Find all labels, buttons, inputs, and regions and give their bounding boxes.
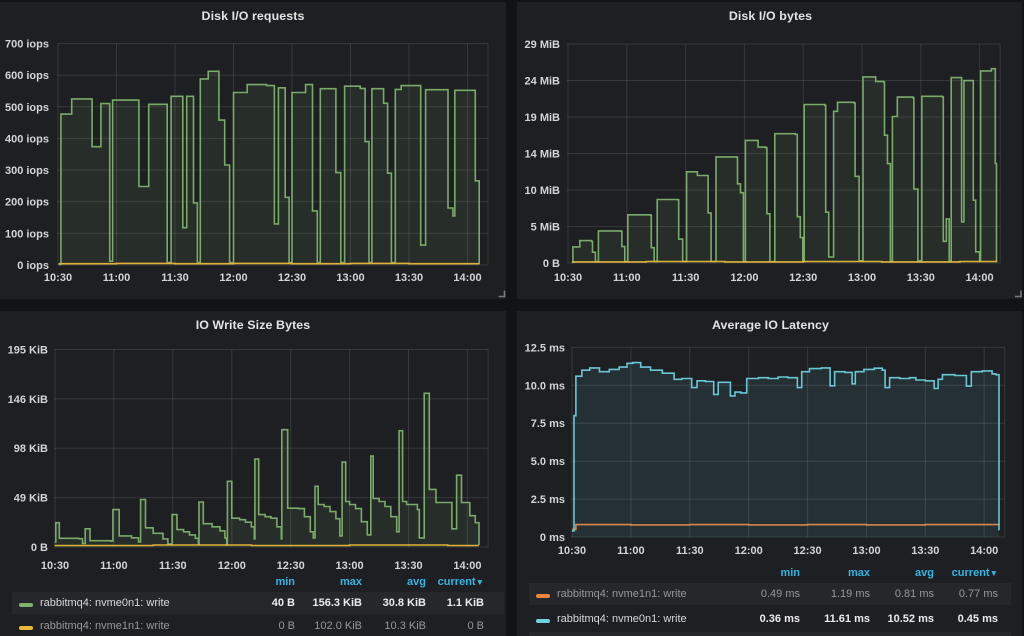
svg-text:14:00: 14:00: [970, 545, 998, 557]
svg-text:11:00: 11:00: [613, 272, 641, 284]
svg-text:0 iops: 0 iops: [17, 260, 49, 272]
svg-text:13:30: 13:30: [395, 272, 423, 284]
svg-text:12.5 ms: 12.5 ms: [525, 342, 565, 354]
svg-text:400 iops: 400 iops: [5, 133, 49, 145]
svg-text:12:00: 12:00: [219, 272, 247, 284]
svg-text:12:30: 12:30: [789, 272, 817, 284]
svg-text:49 KiB: 49 KiB: [14, 493, 48, 505]
svg-text:10:30: 10:30: [44, 272, 72, 284]
svg-text:0 B: 0 B: [31, 542, 48, 554]
svg-text:13:30: 13:30: [394, 560, 422, 572]
svg-text:300 iops: 300 iops: [5, 165, 49, 177]
svg-text:13:30: 13:30: [911, 545, 939, 557]
svg-text:10:30: 10:30: [558, 545, 586, 557]
svg-text:10 MiB: 10 MiB: [525, 185, 561, 197]
svg-text:14:00: 14:00: [453, 560, 481, 572]
svg-text:5.0 ms: 5.0 ms: [531, 456, 565, 468]
svg-text:12:00: 12:00: [735, 545, 763, 557]
svg-text:10:30: 10:30: [554, 272, 582, 284]
svg-text:0 ms: 0 ms: [540, 532, 565, 544]
svg-text:29 MiB: 29 MiB: [525, 39, 561, 51]
svg-text:12:30: 12:30: [277, 560, 305, 572]
svg-text:11:30: 11:30: [159, 560, 187, 572]
svg-text:100 iops: 100 iops: [5, 228, 49, 240]
svg-text:12:30: 12:30: [278, 272, 306, 284]
svg-text:14 MiB: 14 MiB: [525, 149, 561, 161]
svg-text:11:00: 11:00: [617, 545, 645, 557]
svg-text:14:00: 14:00: [966, 272, 994, 284]
svg-text:19 MiB: 19 MiB: [525, 112, 561, 124]
svg-text:10:30: 10:30: [41, 560, 69, 572]
svg-text:500 iops: 500 iops: [5, 102, 49, 114]
svg-text:200 iops: 200 iops: [5, 197, 49, 209]
svg-text:24 MiB: 24 MiB: [525, 76, 561, 88]
svg-text:11:30: 11:30: [672, 272, 700, 284]
svg-text:10.0 ms: 10.0 ms: [525, 380, 565, 392]
svg-text:0 B: 0 B: [543, 258, 560, 270]
svg-text:5 MiB: 5 MiB: [531, 222, 560, 234]
svg-text:13:00: 13:00: [848, 272, 876, 284]
svg-text:7.5 ms: 7.5 ms: [531, 418, 565, 430]
svg-text:2.5 ms: 2.5 ms: [531, 494, 565, 506]
svg-text:600 iops: 600 iops: [5, 70, 49, 82]
svg-text:11:00: 11:00: [100, 560, 128, 572]
svg-text:98 KiB: 98 KiB: [14, 443, 48, 455]
svg-text:700 iops: 700 iops: [5, 39, 49, 51]
svg-text:12:00: 12:00: [218, 560, 246, 572]
svg-text:14:00: 14:00: [453, 272, 481, 284]
svg-text:195 KiB: 195 KiB: [8, 345, 48, 357]
svg-text:12:30: 12:30: [794, 545, 822, 557]
svg-text:13:00: 13:00: [852, 545, 880, 557]
svg-text:13:00: 13:00: [336, 560, 364, 572]
svg-text:13:30: 13:30: [907, 272, 935, 284]
svg-text:11:00: 11:00: [103, 272, 131, 284]
svg-text:12:00: 12:00: [730, 272, 758, 284]
svg-text:11:30: 11:30: [161, 272, 189, 284]
svg-text:11:30: 11:30: [676, 545, 704, 557]
svg-text:146 KiB: 146 KiB: [8, 394, 48, 406]
svg-text:13:00: 13:00: [336, 272, 364, 284]
